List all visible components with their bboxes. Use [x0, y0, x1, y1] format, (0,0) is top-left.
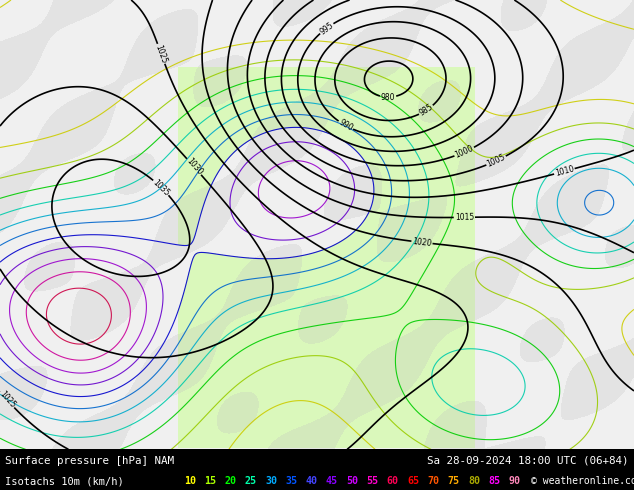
- Text: 10: 10: [184, 476, 196, 486]
- Text: 60: 60: [387, 476, 399, 486]
- Text: 1035: 1035: [151, 177, 171, 197]
- Text: 90: 90: [508, 476, 521, 486]
- Text: © weatheronline.co.uk: © weatheronline.co.uk: [531, 476, 634, 486]
- Text: 55: 55: [366, 476, 378, 486]
- Text: 1000: 1000: [454, 144, 475, 160]
- Text: 50: 50: [346, 476, 358, 486]
- Text: 1030: 1030: [184, 157, 204, 177]
- Text: 65: 65: [407, 476, 419, 486]
- Text: Sa 28-09-2024 18:00 UTC (06+84): Sa 28-09-2024 18:00 UTC (06+84): [427, 456, 629, 466]
- Text: 85: 85: [488, 476, 500, 486]
- Text: 1010: 1010: [554, 165, 575, 178]
- Text: 980: 980: [381, 93, 396, 101]
- Text: 45: 45: [326, 476, 338, 486]
- Text: 80: 80: [468, 476, 480, 486]
- Text: 1020: 1020: [412, 237, 432, 248]
- Text: 35: 35: [285, 476, 297, 486]
- Text: 40: 40: [306, 476, 318, 486]
- Text: Isotachs 10m (km/h): Isotachs 10m (km/h): [5, 476, 124, 486]
- Text: 75: 75: [448, 476, 460, 486]
- Text: 985: 985: [418, 102, 435, 118]
- Text: 25: 25: [245, 476, 257, 486]
- Text: Surface pressure [hPa] NAM: Surface pressure [hPa] NAM: [5, 456, 174, 466]
- Text: 995: 995: [318, 21, 335, 36]
- Text: 1005: 1005: [486, 153, 507, 169]
- Text: 1025: 1025: [153, 43, 169, 64]
- Text: 70: 70: [427, 476, 439, 486]
- Text: 1025: 1025: [0, 390, 16, 410]
- Text: 1015: 1015: [455, 213, 474, 222]
- Text: 20: 20: [224, 476, 236, 486]
- Text: 990: 990: [337, 118, 354, 133]
- Text: 15: 15: [204, 476, 216, 486]
- Text: 30: 30: [265, 476, 277, 486]
